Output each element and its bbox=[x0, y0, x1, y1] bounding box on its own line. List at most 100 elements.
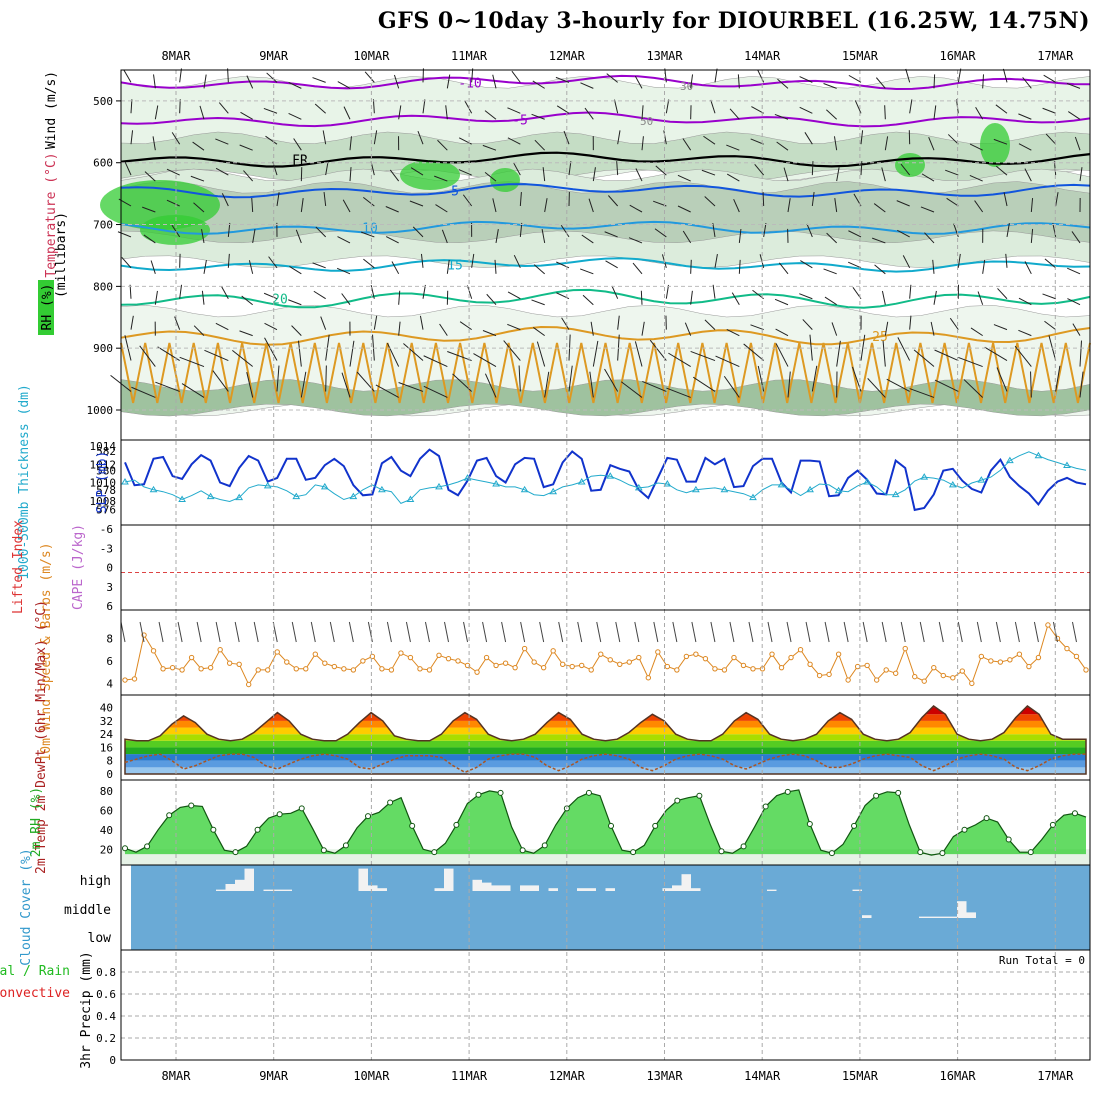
wind-barb-10m bbox=[786, 621, 792, 643]
wind-barb bbox=[251, 197, 254, 213]
wind-barb bbox=[441, 229, 448, 244]
wind-barb bbox=[315, 226, 327, 238]
wind-barb bbox=[641, 105, 644, 120]
rh-point bbox=[873, 792, 880, 799]
wind-barb bbox=[928, 137, 935, 151]
wind-barb bbox=[409, 200, 424, 207]
date-label-bottom: 8MAR bbox=[162, 1069, 192, 1083]
wind-barb bbox=[909, 388, 935, 398]
wind-barb-10m bbox=[463, 621, 469, 643]
wind-speed-point bbox=[750, 666, 756, 672]
wind-barb bbox=[386, 342, 400, 367]
wind-barb bbox=[854, 100, 862, 114]
wind-speed-point bbox=[873, 677, 880, 683]
wind-barb bbox=[823, 268, 837, 275]
wind-barb bbox=[873, 203, 886, 213]
rh-point bbox=[166, 812, 173, 819]
wind-barb bbox=[617, 130, 621, 145]
y-tick-label-right: 1014 bbox=[90, 440, 117, 453]
wind-barb bbox=[192, 141, 205, 151]
wind-barb bbox=[419, 315, 424, 330]
wind-barb bbox=[295, 229, 302, 244]
wind-barb bbox=[872, 237, 886, 244]
wind-speed-point bbox=[122, 677, 128, 683]
wind-barb bbox=[403, 343, 424, 361]
wind-barb-10m bbox=[596, 621, 602, 643]
wind-barb bbox=[704, 196, 716, 207]
panel-frame bbox=[120, 439, 1091, 526]
wind-barb bbox=[1018, 329, 1032, 337]
wind-barb bbox=[199, 105, 205, 120]
rh-point bbox=[983, 815, 990, 822]
wind-barb bbox=[729, 108, 740, 120]
rh-point bbox=[630, 849, 637, 856]
wind-barb bbox=[215, 322, 229, 331]
wind-barb bbox=[288, 299, 302, 306]
rh-point bbox=[541, 842, 548, 849]
wind-barb bbox=[349, 167, 352, 182]
wind-barb bbox=[737, 74, 740, 89]
wind-barb bbox=[423, 355, 448, 368]
wind-barb bbox=[155, 381, 180, 392]
cloud-high-bar bbox=[691, 888, 701, 891]
wind-barb bbox=[969, 143, 983, 151]
wind-barb bbox=[342, 199, 351, 213]
wind-speed-point bbox=[835, 651, 842, 657]
wind-barb bbox=[881, 290, 886, 305]
wind-barb-10m bbox=[558, 621, 564, 643]
rh-point bbox=[232, 849, 239, 856]
cloud-high-bar bbox=[263, 889, 273, 891]
wind-barb bbox=[417, 130, 424, 145]
date-label-bottom: 15MAR bbox=[842, 1069, 879, 1083]
date-label-bottom: 13MAR bbox=[646, 1069, 683, 1083]
y-tick-label: 500 bbox=[93, 95, 113, 108]
rh-point bbox=[1027, 849, 1034, 856]
wind-barb bbox=[293, 138, 302, 151]
wind-barb bbox=[372, 99, 375, 114]
wind-barb bbox=[434, 175, 448, 182]
temp-contour bbox=[120, 288, 1091, 309]
wind-barb-10m bbox=[386, 621, 392, 643]
wind-barb-10m bbox=[1014, 621, 1020, 643]
wind-barb bbox=[836, 340, 841, 367]
wind-barb bbox=[875, 77, 886, 89]
precip-panel: 0 0.2 0.4 0.6 0.8 bbox=[96, 966, 116, 1067]
wind-barb-10m bbox=[881, 621, 887, 643]
wind-barb bbox=[848, 74, 862, 83]
wind-barb bbox=[325, 365, 327, 392]
thickness-marker bbox=[891, 490, 900, 498]
wind-speed-point bbox=[1064, 645, 1070, 652]
cloud-high-bar bbox=[586, 888, 596, 891]
wind-barb bbox=[1074, 136, 1081, 151]
wind-barb bbox=[458, 169, 472, 176]
y-tick-label: 0.4 bbox=[96, 1010, 116, 1023]
wind-speed-point bbox=[245, 681, 252, 688]
wind-barb bbox=[881, 167, 886, 182]
wind-barb bbox=[179, 356, 205, 368]
wind-barb bbox=[252, 229, 256, 243]
wind-barb bbox=[166, 168, 180, 176]
slp-thickness-panel: 576 578 580 582 1008 1010 1012 1014 bbox=[90, 440, 1087, 516]
wind-barb bbox=[787, 371, 791, 398]
wind-barb bbox=[1042, 107, 1056, 114]
wind-barb bbox=[738, 259, 741, 274]
wind-barb bbox=[124, 335, 132, 361]
wind-barb bbox=[462, 194, 473, 207]
wind-speed-point bbox=[1083, 667, 1089, 673]
wind-barb bbox=[246, 75, 254, 89]
y-tick-label: 0 bbox=[106, 768, 113, 781]
wind-barb bbox=[947, 134, 959, 145]
thickness-marker bbox=[777, 480, 786, 488]
wind-barb bbox=[1024, 261, 1032, 275]
wind-barb bbox=[634, 341, 643, 367]
wind-barb bbox=[507, 323, 521, 331]
wind-barb bbox=[373, 315, 378, 330]
wind-barb bbox=[690, 350, 716, 362]
wind-barb bbox=[323, 192, 327, 207]
cloud-high-bar bbox=[605, 888, 615, 891]
wind-barb bbox=[1068, 111, 1081, 120]
wind-barb-10m bbox=[424, 621, 430, 643]
wind-speed-point bbox=[1045, 622, 1051, 628]
wind-barb bbox=[314, 103, 326, 114]
wind-barb bbox=[484, 171, 497, 182]
